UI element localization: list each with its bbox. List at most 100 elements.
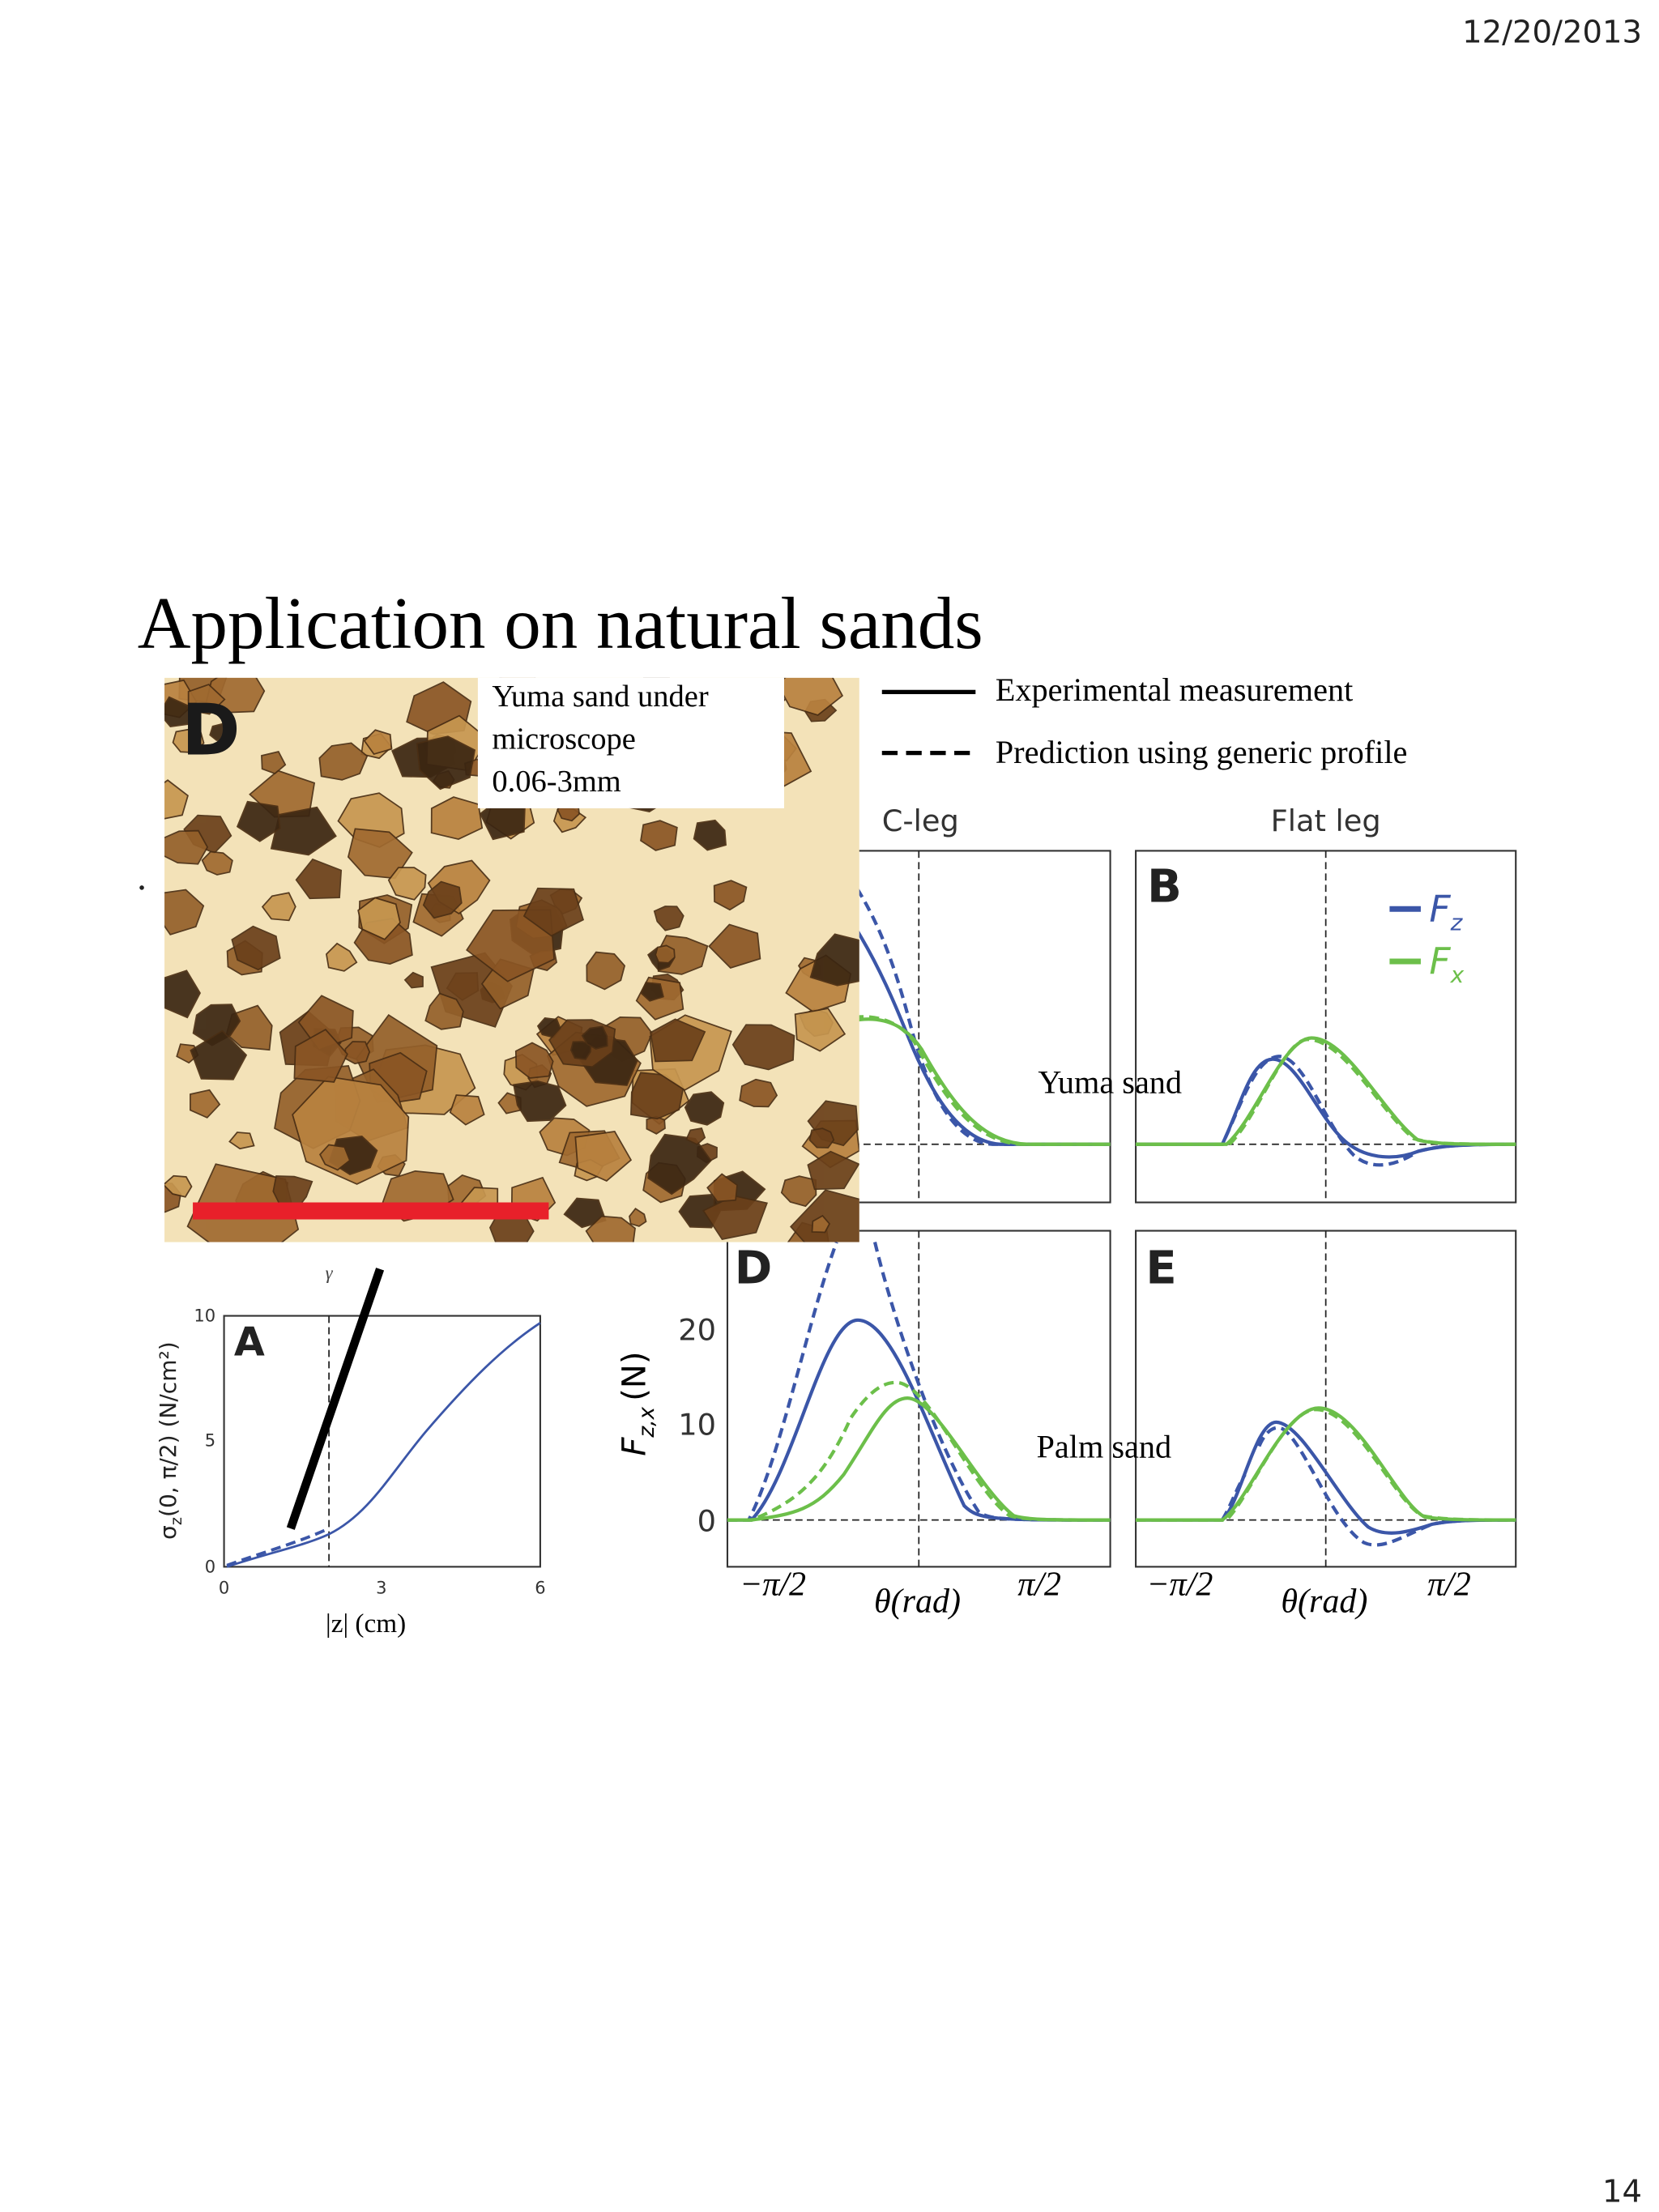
symbol: F xyxy=(1429,940,1451,983)
fx-predicted xyxy=(1136,1038,1516,1146)
y-tick-label: 20 xyxy=(678,1312,716,1347)
date: 12/20/2013 xyxy=(1462,15,1642,51)
legend-entry: Fz xyxy=(1429,888,1463,936)
grains xyxy=(164,677,859,1242)
subscript: x xyxy=(1450,961,1465,988)
caption-box xyxy=(477,677,784,808)
grain xyxy=(164,1174,193,1198)
x-tick-label: 6 xyxy=(535,1579,545,1598)
subscript: z xyxy=(167,1517,186,1525)
column-title: C-leg xyxy=(882,803,959,838)
grain xyxy=(807,1150,859,1191)
grain xyxy=(164,889,205,936)
y-tick-label: 5 xyxy=(205,1431,215,1451)
grain xyxy=(693,819,727,851)
fz-predicted xyxy=(1136,1055,1516,1167)
grain xyxy=(514,1042,554,1079)
grain xyxy=(794,1008,847,1052)
grain xyxy=(319,1144,351,1171)
grain xyxy=(629,1208,647,1227)
grain xyxy=(228,1132,255,1150)
fz-measured xyxy=(1136,1420,1516,1535)
row-label: Palm sand xyxy=(1037,1429,1172,1465)
symbol: F xyxy=(1429,888,1451,931)
slide-title: Application on natural sands xyxy=(138,582,983,664)
grain xyxy=(295,858,343,900)
grain xyxy=(236,800,281,842)
grain xyxy=(702,1195,768,1241)
grain xyxy=(574,1131,633,1182)
grain xyxy=(706,1173,738,1203)
grain xyxy=(344,1041,371,1065)
legend-dashed: Prediction using generic profile xyxy=(996,734,1408,770)
grain xyxy=(422,880,463,919)
panel-letter: D xyxy=(735,1242,772,1294)
panel-e: E −π/2 θ(rad) π/2 Palm sand xyxy=(1037,1230,1517,1620)
page-number: 14 xyxy=(1602,2174,1642,2210)
grain xyxy=(811,1214,831,1234)
y-axis-label: Fz,x (N) xyxy=(616,1351,659,1455)
x-tick-label: −π/2 xyxy=(1146,1566,1213,1603)
grain xyxy=(650,1018,706,1063)
fx-predicted xyxy=(727,1380,1111,1522)
grain xyxy=(424,992,464,1030)
subscript: z xyxy=(1450,909,1464,936)
grain xyxy=(403,971,424,989)
grain xyxy=(201,850,233,876)
grain xyxy=(164,779,189,820)
panel-frame xyxy=(223,1315,541,1568)
grain xyxy=(731,1024,795,1071)
grain xyxy=(685,1127,706,1145)
rest: (0, π/2) (N/cm²) xyxy=(155,1341,181,1517)
y-tick-label: 10 xyxy=(194,1306,215,1326)
grain xyxy=(164,970,201,1019)
fx-predicted xyxy=(1136,1407,1516,1522)
top-label: γ xyxy=(326,1263,334,1283)
grain xyxy=(261,892,296,922)
grain xyxy=(430,796,484,840)
y-axis-label: σz(0, π/2) (N/cm²) xyxy=(155,1341,186,1539)
grain xyxy=(790,1189,859,1242)
grain xyxy=(713,880,748,911)
symbol: σ xyxy=(155,1525,181,1540)
grain xyxy=(209,722,234,742)
grain xyxy=(708,923,761,970)
y-tick-label: 10 xyxy=(678,1408,716,1443)
grain xyxy=(363,729,393,756)
grain xyxy=(586,951,626,991)
row-label: Yuma sand xyxy=(1038,1064,1182,1101)
grain xyxy=(522,887,585,937)
grain xyxy=(190,1089,221,1119)
photo-panel-letter: D xyxy=(181,688,241,771)
grain xyxy=(172,728,205,754)
y-tick-label: 0 xyxy=(205,1557,215,1576)
grain xyxy=(647,1133,712,1196)
grain xyxy=(164,696,194,728)
grain xyxy=(808,1127,835,1149)
legend-entry: Fx xyxy=(1429,940,1464,989)
grain xyxy=(261,751,287,775)
grain xyxy=(640,820,678,851)
grain xyxy=(646,1115,666,1135)
grain xyxy=(318,742,369,781)
sigma-predicted xyxy=(226,1527,330,1567)
x-axis-label: |z| (cm) xyxy=(326,1609,406,1639)
caption-line: microscope xyxy=(492,722,635,756)
unit: (N) xyxy=(616,1351,653,1401)
dot xyxy=(139,885,144,890)
grain xyxy=(187,684,226,715)
column-title: Flat leg xyxy=(1271,803,1381,838)
x-axis-label: θ(rad) xyxy=(874,1583,961,1620)
grain xyxy=(270,806,337,856)
sigma-measured xyxy=(226,1322,541,1568)
grain xyxy=(231,925,281,971)
grain xyxy=(581,1025,608,1050)
grain xyxy=(326,942,358,972)
panel-letter: A xyxy=(234,1319,265,1366)
grain xyxy=(640,982,664,1002)
grain xyxy=(416,735,476,791)
x-axis-label: θ(rad) xyxy=(1281,1583,1367,1620)
x-tick-label: 0 xyxy=(219,1579,229,1598)
scale-bar xyxy=(193,1202,549,1220)
